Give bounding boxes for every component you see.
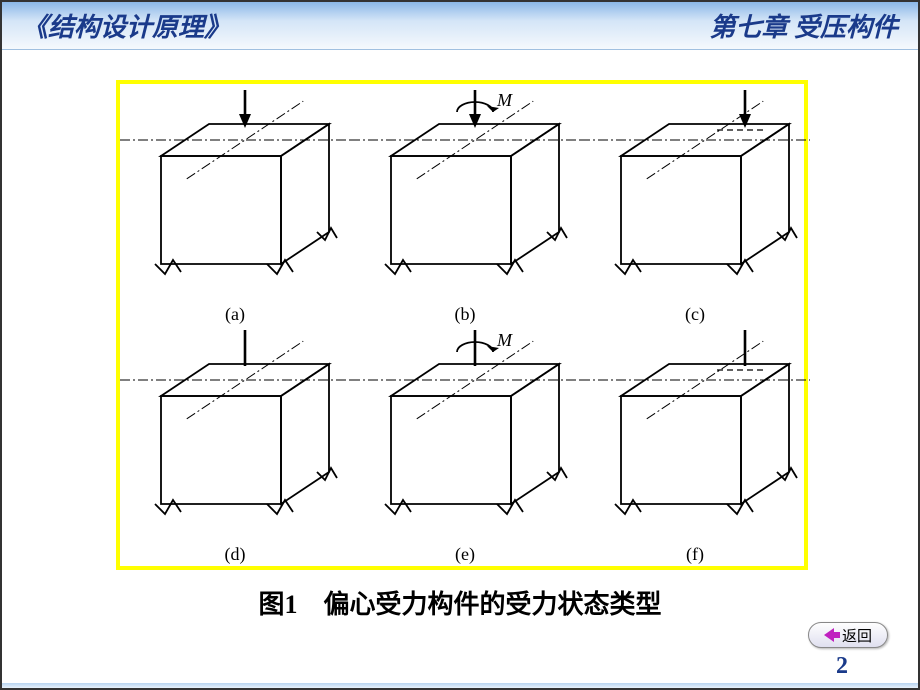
figure-container: N(a)NM(b)N(c)N(d)NM(e)N(f)	[116, 80, 808, 570]
back-button-label: 返回	[842, 625, 872, 646]
subfigure-label-c: (c)	[580, 304, 810, 325]
subfigure-c: N (c)	[580, 90, 810, 325]
svg-text:N: N	[752, 90, 768, 91]
subfigure-label-f: (f)	[580, 544, 810, 565]
page-number: 2	[836, 653, 848, 680]
back-button[interactable]: 返回	[808, 622, 888, 648]
subfigure-b: NM(b)	[350, 90, 580, 325]
subfigure-e: NM(e)	[350, 330, 580, 565]
subfigure-label-d: (d)	[120, 544, 350, 565]
slide-header: 《结构设计原理》 第七章 受压构件	[2, 2, 918, 50]
footer-divider	[2, 683, 918, 688]
cube-diagram-f: N	[580, 330, 810, 542]
subfigure-label-e: (e)	[350, 544, 580, 565]
cube-diagram-e: NM	[350, 330, 580, 542]
svg-text:M: M	[496, 330, 513, 350]
svg-text:M: M	[496, 90, 513, 110]
subfigure-a: N (a)	[120, 90, 350, 325]
cube-diagram-a: N	[120, 90, 350, 302]
cube-diagram-b: NM	[350, 90, 580, 302]
chapter-title: 第七章 受压构件	[709, 7, 898, 44]
svg-text:N: N	[482, 90, 498, 91]
figure-caption: 图1 偏心受力构件的受力状态类型	[2, 584, 918, 621]
cube-diagram-c: N	[580, 90, 810, 302]
cube-diagram-d: N	[120, 330, 350, 542]
subfigure-label-a: (a)	[120, 304, 350, 325]
subfigure-label-b: (b)	[350, 304, 580, 325]
back-arrow-icon	[824, 628, 840, 642]
subfigure-d: N(d)	[120, 330, 350, 565]
book-title: 《结构设计原理》	[22, 7, 230, 44]
subfigure-f: N(f)	[580, 330, 810, 565]
svg-text:N: N	[252, 90, 268, 91]
